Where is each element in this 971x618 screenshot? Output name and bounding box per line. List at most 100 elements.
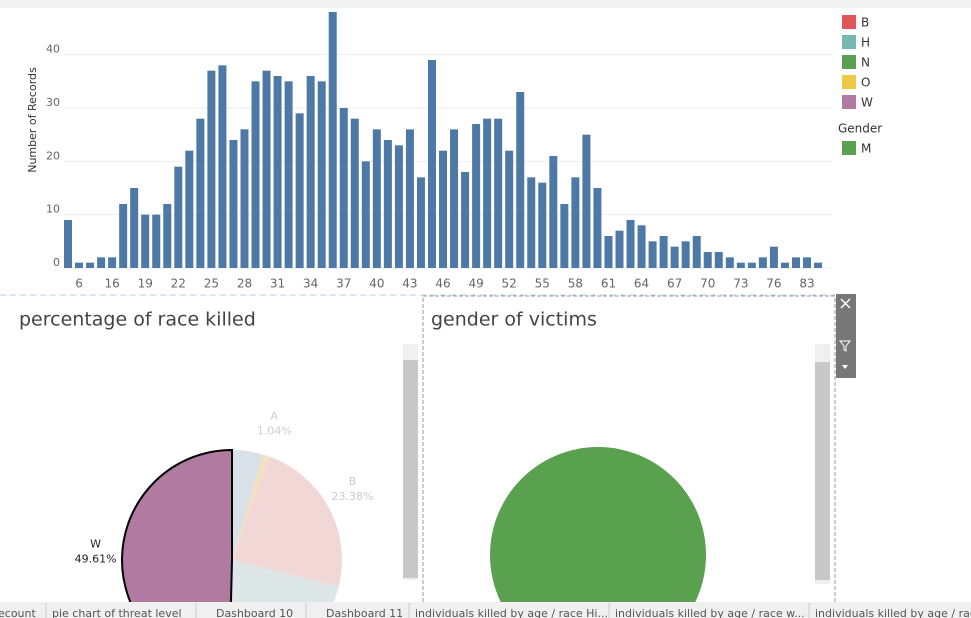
legend-swatch bbox=[842, 15, 856, 29]
bar bbox=[394, 145, 403, 268]
pie-value-label: 1.04% bbox=[257, 424, 292, 437]
bar bbox=[659, 236, 668, 268]
y-tick-label: 10 bbox=[46, 203, 60, 216]
bar bbox=[383, 140, 392, 268]
x-tick-label: 37 bbox=[336, 277, 351, 291]
bar bbox=[339, 108, 348, 268]
bar bbox=[130, 188, 139, 268]
y-tick-label: 20 bbox=[46, 149, 60, 162]
legend-swatch bbox=[842, 75, 856, 89]
bar bbox=[405, 129, 414, 268]
x-tick-label: 46 bbox=[435, 277, 450, 291]
bar bbox=[648, 241, 657, 268]
y-tick-label: 30 bbox=[46, 96, 60, 109]
bar bbox=[560, 204, 569, 268]
bar bbox=[372, 129, 381, 268]
bar bbox=[681, 241, 690, 268]
bar bbox=[692, 236, 701, 268]
legend-label: M bbox=[861, 142, 871, 156]
close-icon[interactable] bbox=[840, 298, 851, 309]
y-tick-label: 40 bbox=[46, 43, 60, 56]
x-tick-label: 67 bbox=[667, 277, 682, 291]
bar bbox=[582, 134, 591, 268]
pie-label: A bbox=[271, 409, 279, 422]
bar bbox=[163, 204, 172, 268]
x-tick-label: 49 bbox=[468, 277, 483, 291]
x-tick-label: 28 bbox=[237, 277, 252, 291]
bar bbox=[75, 262, 84, 268]
legend-label: N bbox=[861, 56, 870, 70]
bar bbox=[703, 252, 712, 268]
bar bbox=[416, 177, 425, 268]
header-strip bbox=[0, 0, 971, 8]
legend-label: B bbox=[861, 16, 869, 30]
x-tick-label: 64 bbox=[634, 277, 649, 291]
x-tick-label: 6 bbox=[75, 277, 83, 291]
pie-slice bbox=[490, 447, 706, 602]
bar bbox=[97, 257, 106, 268]
bar bbox=[218, 65, 227, 268]
bar bbox=[273, 76, 282, 268]
bar bbox=[207, 70, 216, 269]
tab[interactable]: individuals killed by age / race w... bbox=[615, 607, 805, 618]
x-tick-label: 22 bbox=[171, 277, 186, 291]
bar bbox=[670, 246, 679, 268]
scroll-thumb[interactable] bbox=[815, 362, 830, 580]
pie-label: W bbox=[90, 537, 101, 550]
y-tick-label: 0 bbox=[53, 256, 60, 269]
pie-slice bbox=[230, 560, 339, 602]
legend-swatch bbox=[842, 95, 856, 109]
tab[interactable]: pie chart of threat level bbox=[52, 607, 182, 618]
bar bbox=[251, 81, 260, 268]
bar bbox=[86, 262, 95, 268]
bar bbox=[791, 257, 800, 268]
bar bbox=[185, 150, 194, 268]
tab[interactable]: individuals killed by age / race... bbox=[815, 607, 971, 618]
bar bbox=[747, 262, 756, 268]
bar bbox=[350, 118, 359, 269]
x-tick-label: 52 bbox=[502, 277, 517, 291]
x-tick-label: 55 bbox=[535, 277, 550, 291]
x-tick-label: 31 bbox=[270, 277, 285, 291]
legend-swatch bbox=[842, 35, 856, 49]
bar bbox=[328, 12, 337, 268]
x-tick-label: 34 bbox=[303, 277, 318, 291]
pie bbox=[121, 448, 342, 602]
bar bbox=[174, 166, 183, 268]
bar bbox=[439, 150, 448, 268]
bar bbox=[593, 188, 602, 268]
pie-slice bbox=[121, 448, 233, 602]
menu-icon[interactable] bbox=[842, 365, 848, 369]
pie-value-label: 49.61% bbox=[75, 552, 117, 565]
bar bbox=[538, 182, 547, 268]
bar bbox=[549, 156, 558, 268]
legend-swatch bbox=[842, 141, 856, 155]
scroll-thumb[interactable] bbox=[403, 360, 418, 578]
bar bbox=[769, 246, 778, 268]
legend-swatch bbox=[842, 55, 856, 69]
filter-icon[interactable] bbox=[838, 340, 852, 352]
bar bbox=[505, 150, 514, 268]
bar bbox=[803, 257, 812, 268]
panel-toolbar[interactable] bbox=[836, 294, 856, 378]
panel-title: gender of victims bbox=[431, 309, 597, 331]
bar bbox=[295, 113, 304, 268]
bar bbox=[615, 230, 624, 268]
tab[interactable]: Dashboard 11 bbox=[326, 607, 403, 618]
bar bbox=[262, 70, 271, 269]
pie-slice bbox=[232, 454, 270, 560]
bar bbox=[736, 262, 745, 268]
bar bbox=[317, 81, 326, 268]
bar bbox=[152, 214, 161, 268]
bar bbox=[108, 257, 117, 268]
bar bbox=[450, 129, 459, 268]
tab[interactable]: individuals killed by age / race Hi... bbox=[415, 607, 608, 618]
tab[interactable]: Dashboard 10 bbox=[216, 607, 293, 618]
tab-bar bbox=[0, 602, 971, 618]
bar bbox=[306, 76, 315, 268]
bar bbox=[361, 161, 370, 268]
legend-label: H bbox=[861, 36, 870, 50]
tab[interactable]: ecount bbox=[0, 607, 36, 618]
